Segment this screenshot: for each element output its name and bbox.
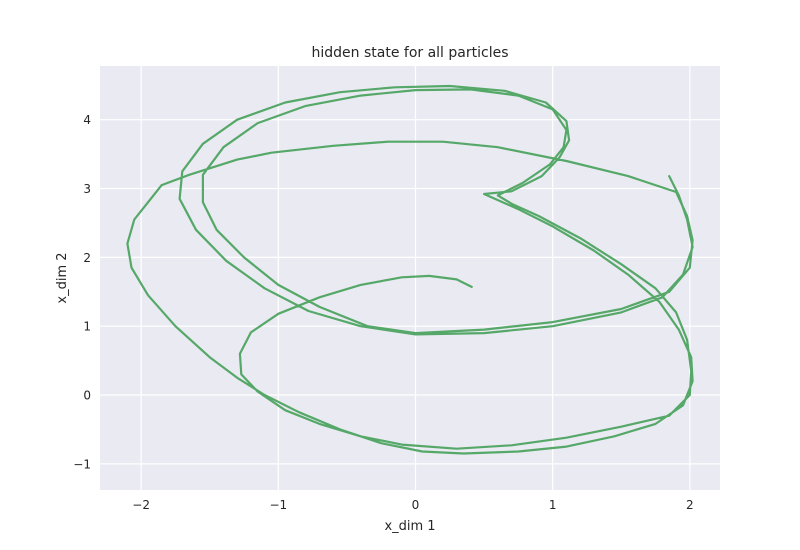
grid-lines <box>100 66 720 490</box>
plot-area <box>100 66 720 490</box>
chart-title: hidden state for all particles <box>312 45 509 61</box>
y-tick-label: −1 <box>73 457 91 471</box>
x-tick-label: −1 <box>269 498 287 512</box>
y-tick-label: 2 <box>83 251 91 265</box>
x-tick-label: −2 <box>132 498 150 512</box>
y-axis-label: x_dim 2 <box>55 252 70 303</box>
x-tick-label: 1 <box>549 498 557 512</box>
series-group <box>126 84 694 455</box>
x-tick-label: 2 <box>686 498 694 512</box>
y-tick-label: 4 <box>83 113 91 127</box>
y-tick-label: 1 <box>83 320 91 334</box>
x-axis-label: x_dim 1 <box>384 519 435 534</box>
x-tick-label: 0 <box>412 498 420 512</box>
y-tick-label: 3 <box>83 182 91 196</box>
y-tick-label: 0 <box>83 389 91 403</box>
tick-labels: −2 −1 0 1 2 −1 0 1 2 3 4 <box>73 113 693 512</box>
series-line <box>126 84 694 455</box>
